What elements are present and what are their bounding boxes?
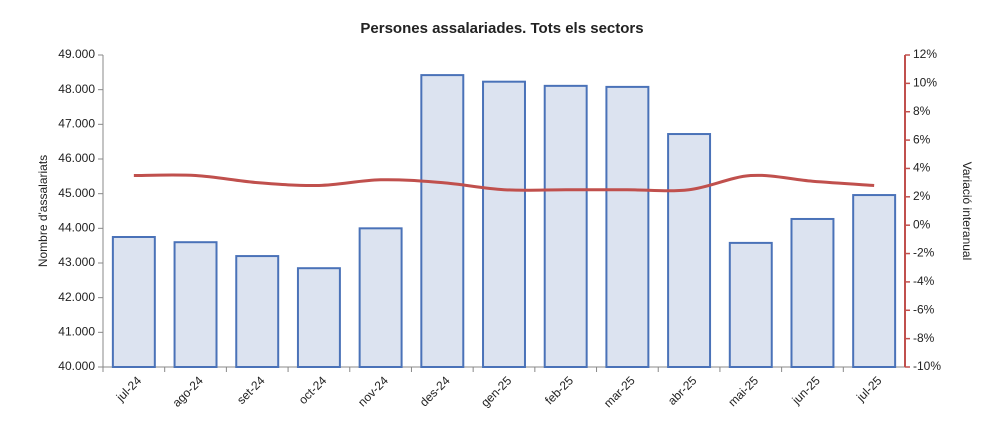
y2-tick-label: -10% bbox=[913, 359, 941, 373]
bar bbox=[173, 241, 218, 368]
chart-title: Persones assalariades. Tots els sectors bbox=[360, 20, 643, 37]
line bbox=[133, 173, 875, 193]
y-tick-label: 47.000 bbox=[58, 117, 95, 131]
x-tick-label: abr-25 bbox=[665, 373, 700, 408]
y2-tick-label: 12% bbox=[913, 47, 937, 61]
x-tick-label: set-24 bbox=[234, 373, 268, 407]
y-tick-label: 43.000 bbox=[58, 255, 95, 269]
y2-tick-label: -4% bbox=[913, 274, 935, 288]
y2-tick-label: 6% bbox=[913, 132, 931, 146]
y-tick-label: 41.000 bbox=[58, 325, 95, 339]
bar bbox=[111, 236, 156, 368]
bar bbox=[420, 74, 465, 369]
bar bbox=[667, 133, 712, 368]
y-tick-label: 40.000 bbox=[58, 359, 95, 373]
y2-tick-label: -2% bbox=[913, 246, 935, 260]
bar bbox=[728, 241, 773, 368]
y2-tick-label: 4% bbox=[913, 161, 931, 175]
bar bbox=[296, 267, 341, 369]
x-tick-label: feb-25 bbox=[542, 373, 576, 407]
bar bbox=[543, 84, 588, 368]
y-tick-label: 44.000 bbox=[58, 221, 95, 235]
x-tick-label: oct-24 bbox=[296, 373, 330, 407]
y-axis-label: Nombre d'assalariats bbox=[36, 155, 50, 267]
y-tick-label: 48.000 bbox=[58, 82, 95, 96]
y2-tick-label: 0% bbox=[913, 217, 931, 231]
x-tick-label: jul-24 bbox=[113, 373, 145, 405]
bar bbox=[235, 255, 280, 369]
y-tick-label: 46.000 bbox=[58, 151, 95, 165]
y-tick-label: 45.000 bbox=[58, 186, 95, 200]
x-tick-label: mar-25 bbox=[601, 373, 638, 410]
x-tick-label: mai-25 bbox=[725, 373, 761, 409]
y2-tick-label: 10% bbox=[913, 76, 937, 90]
x-tick-label: jul-25 bbox=[853, 373, 885, 405]
bar bbox=[790, 217, 835, 368]
y2-tick-label: 2% bbox=[913, 189, 931, 203]
bar bbox=[358, 227, 403, 368]
x-tick-label: jun-25 bbox=[789, 373, 823, 407]
x-tick-label: nov-24 bbox=[355, 373, 391, 409]
x-tick-label: ago-24 bbox=[170, 373, 207, 410]
y2-axis-label: Variació interanual bbox=[960, 162, 974, 261]
bar bbox=[852, 194, 897, 368]
y2-tick-label: -8% bbox=[913, 331, 935, 345]
bar bbox=[605, 85, 650, 368]
y-tick-label: 49.000 bbox=[58, 47, 95, 61]
y2-tick-label: -6% bbox=[913, 302, 935, 316]
x-tick-label: des-24 bbox=[417, 373, 453, 409]
x-tick-label: gen-25 bbox=[478, 373, 515, 410]
bar bbox=[482, 80, 526, 369]
y2-tick-label: 8% bbox=[913, 104, 931, 118]
y-tick-label: 42.000 bbox=[58, 290, 95, 304]
